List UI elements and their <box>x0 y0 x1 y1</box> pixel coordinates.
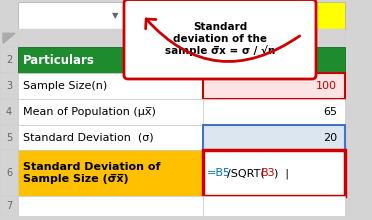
Bar <box>345 99 372 125</box>
Bar <box>0 196 372 216</box>
Text: Standard
deviation of the
sample σ̅x = σ / √n: Standard deviation of the sample σ̅x = σ… <box>165 22 275 56</box>
Text: Sample Size(n): Sample Size(n) <box>23 81 107 91</box>
Bar <box>18 2 123 29</box>
Bar <box>203 47 345 73</box>
Bar <box>345 47 372 73</box>
Text: )  |: ) | <box>274 168 289 179</box>
Text: 3: 3 <box>6 81 12 91</box>
Bar <box>203 196 345 216</box>
Bar <box>0 73 18 99</box>
Bar <box>123 2 345 29</box>
Text: 6: 6 <box>6 168 12 178</box>
Bar <box>0 47 18 73</box>
Bar <box>345 2 372 29</box>
Bar <box>18 73 203 99</box>
Bar <box>203 29 345 47</box>
Bar <box>0 99 18 125</box>
Text: B: B <box>270 33 278 43</box>
Bar <box>18 47 203 73</box>
Bar <box>0 150 18 196</box>
Bar <box>345 196 372 216</box>
Bar <box>0 125 18 150</box>
Bar <box>0 29 372 47</box>
Polygon shape <box>3 33 15 43</box>
Text: =B5/SQRT(B3): =B5/SQRT(B3) <box>127 10 208 20</box>
Text: 20: 20 <box>323 133 337 143</box>
Text: Particulars: Particulars <box>23 54 95 67</box>
Bar <box>345 73 372 99</box>
Bar <box>0 73 372 99</box>
Text: 65: 65 <box>323 107 337 117</box>
Bar <box>18 196 203 216</box>
Bar <box>18 99 203 125</box>
Bar <box>345 125 372 150</box>
Bar <box>203 150 345 196</box>
Bar <box>18 29 203 47</box>
Bar <box>18 150 203 196</box>
Bar <box>203 125 345 150</box>
Bar <box>18 125 203 150</box>
Bar <box>0 196 18 216</box>
Text: =B5: =B5 <box>207 168 231 178</box>
Bar <box>0 125 372 150</box>
Text: 4: 4 <box>6 107 12 117</box>
Text: Mean of Population (μx̅): Mean of Population (μx̅) <box>23 107 156 117</box>
Bar <box>203 73 345 99</box>
Text: 5: 5 <box>6 133 12 143</box>
Text: 100: 100 <box>316 81 337 91</box>
Text: Value: Value <box>256 54 292 67</box>
Bar <box>0 150 372 196</box>
Bar <box>345 29 372 47</box>
Text: 2: 2 <box>6 55 12 65</box>
Bar <box>203 99 345 125</box>
Text: B3: B3 <box>261 168 276 178</box>
Bar <box>345 150 372 196</box>
Bar <box>0 2 372 29</box>
Text: ▼: ▼ <box>112 11 118 20</box>
FancyBboxPatch shape <box>124 0 316 79</box>
Text: 7: 7 <box>6 201 12 211</box>
FancyArrowPatch shape <box>146 19 300 62</box>
Bar <box>0 47 372 73</box>
Text: Standard Deviation of
Sample Size (σ̅x̅): Standard Deviation of Sample Size (σ̅x̅) <box>23 163 160 184</box>
Text: /SQRT(: /SQRT( <box>227 168 265 178</box>
Text: Standard Deviation  (σ): Standard Deviation (σ) <box>23 133 154 143</box>
Bar <box>0 99 372 125</box>
